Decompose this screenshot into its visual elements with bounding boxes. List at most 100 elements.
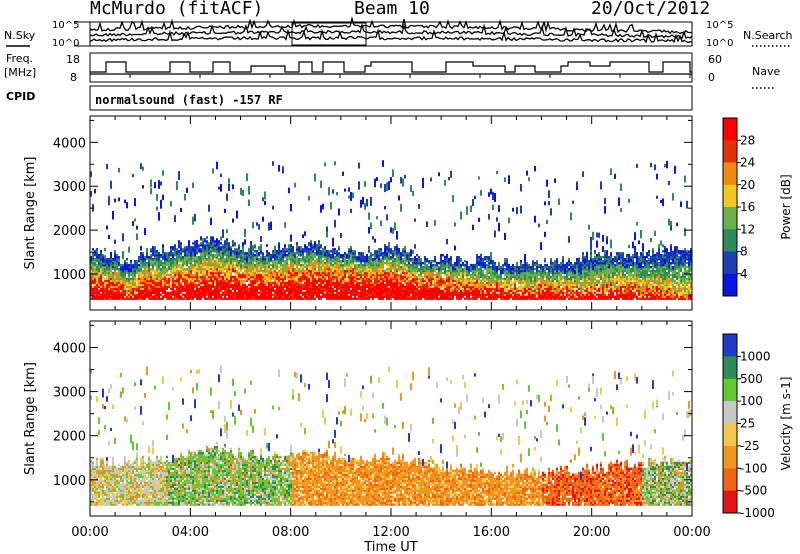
range-cell	[334, 252, 336, 255]
range-cell	[336, 297, 338, 300]
range-cell	[426, 285, 428, 288]
range-cell	[154, 277, 156, 281]
range-cell	[92, 291, 94, 294]
range-cell	[118, 295, 120, 298]
range-cell	[438, 271, 440, 275]
range-cell	[412, 289, 414, 292]
range-cell	[384, 254, 386, 257]
range-cell	[96, 267, 98, 271]
range-cell	[250, 287, 252, 290]
range-cell	[294, 285, 296, 288]
range-cell	[94, 279, 96, 283]
range-cell	[296, 291, 298, 294]
range-cell	[358, 285, 360, 288]
range-cell	[334, 285, 336, 288]
range-cell	[142, 281, 144, 285]
range-cell	[118, 287, 120, 290]
range-cell	[350, 267, 352, 271]
range-cell	[178, 254, 180, 257]
range-cell	[430, 283, 432, 287]
range-cell	[240, 281, 242, 285]
range-cell	[94, 275, 96, 279]
range-cell	[208, 283, 210, 287]
range-cell	[260, 287, 262, 290]
range-cell	[194, 256, 196, 259]
range-cell	[250, 291, 252, 294]
range-cell	[204, 244, 206, 247]
range-cell	[190, 297, 192, 300]
range-cell	[100, 250, 102, 253]
range-cell	[190, 246, 192, 249]
range-cell	[198, 267, 200, 271]
range-cell	[226, 246, 228, 249]
range-cell	[250, 283, 252, 287]
range-cell	[130, 291, 132, 294]
range-cell	[408, 256, 410, 259]
range-cell	[344, 260, 346, 263]
range-cell	[336, 279, 338, 283]
range-cell	[320, 254, 322, 257]
range-cell	[262, 254, 264, 257]
range-cell	[310, 267, 312, 271]
range-cell	[96, 277, 98, 281]
range-cell	[446, 256, 448, 259]
range-cell	[308, 279, 310, 283]
range-cell	[392, 277, 394, 281]
range-cell	[340, 261, 342, 265]
range-cell	[130, 265, 132, 269]
range-cell	[400, 281, 402, 285]
range-cell	[276, 263, 278, 267]
range-cell	[340, 267, 342, 271]
range-cell	[346, 289, 348, 292]
range-cell	[188, 254, 190, 257]
range-cell	[128, 271, 130, 275]
range-cell	[404, 287, 406, 290]
range-cell	[138, 291, 140, 294]
range-cell	[484, 261, 486, 265]
range-cell	[210, 273, 212, 277]
range-cell	[172, 260, 174, 263]
range-cell	[258, 287, 260, 290]
range-cell	[326, 295, 328, 298]
range-cell	[230, 248, 232, 251]
range-cell	[404, 252, 406, 255]
range-cell	[260, 283, 262, 287]
range-cell	[190, 248, 192, 251]
range-cell	[486, 281, 488, 285]
range-cell	[356, 273, 358, 277]
range-cell	[448, 289, 450, 292]
range-cell	[254, 269, 256, 273]
range-cell	[400, 291, 402, 294]
range-cell	[298, 250, 300, 253]
range-cell	[158, 283, 160, 287]
range-cell	[112, 287, 114, 290]
range-cell	[330, 293, 332, 296]
range-cell	[442, 263, 444, 267]
range-cell	[170, 246, 172, 249]
range-cell	[378, 293, 380, 296]
range-cell	[116, 297, 118, 300]
range-cell	[376, 295, 378, 298]
range-cell	[430, 291, 432, 294]
range-cell	[232, 295, 234, 298]
range-cell	[288, 291, 290, 294]
range-cell	[254, 279, 256, 283]
range-cell	[224, 254, 226, 257]
scatter-cell	[194, 240, 196, 250]
range-cell	[108, 263, 110, 267]
range-cell	[448, 295, 450, 298]
range-cell	[416, 283, 418, 287]
range-cell	[344, 285, 346, 288]
range-cell	[268, 275, 270, 279]
range-cell	[364, 256, 366, 259]
range-cell	[102, 287, 104, 290]
range-cell	[264, 263, 266, 267]
range-cell	[170, 285, 172, 288]
range-cell	[184, 281, 186, 285]
range-cell	[180, 291, 182, 294]
range-cell	[452, 269, 454, 273]
range-cell	[256, 261, 258, 265]
range-cell	[220, 260, 222, 263]
range-cell	[462, 267, 464, 271]
range-cell	[222, 263, 224, 267]
